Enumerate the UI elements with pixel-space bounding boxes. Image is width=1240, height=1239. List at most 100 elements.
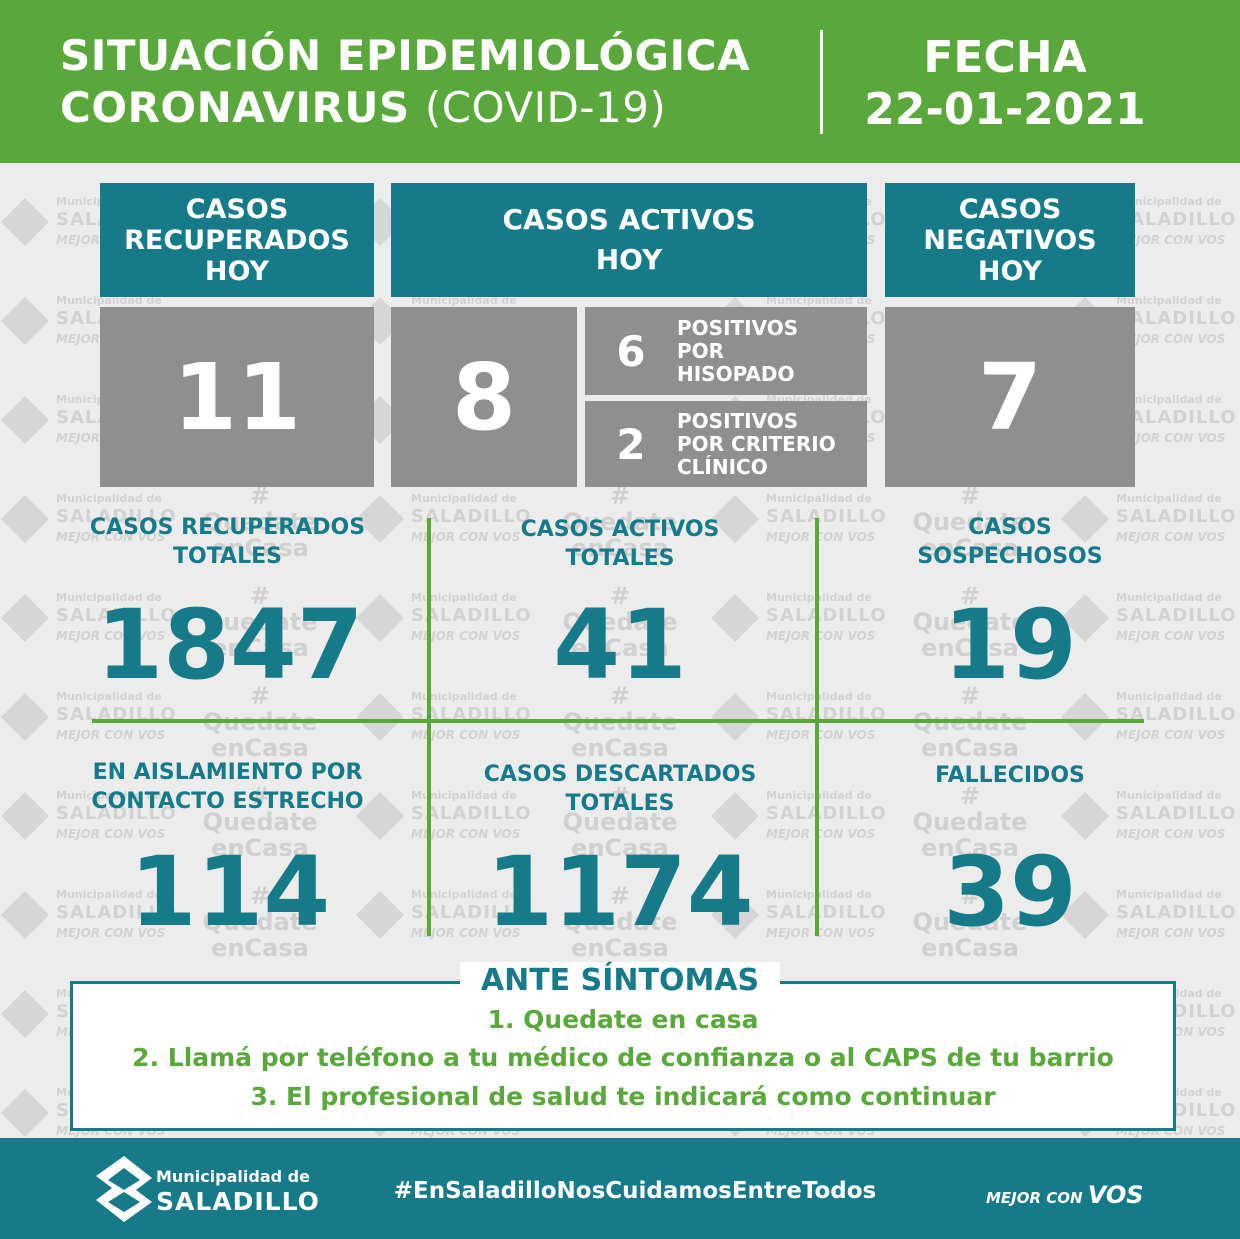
watermark-line-2: SALADILLO xyxy=(1116,704,1237,725)
active-today-label-2: HOY xyxy=(595,243,663,276)
discarded-total-label-1: CASOS DESCARTADOS xyxy=(483,762,757,787)
watermark-line-3: MEJOR CON VOS xyxy=(56,530,166,544)
watermark-line-2: SALADILLO xyxy=(766,605,887,626)
watermark-logo-icon xyxy=(0,494,50,544)
deceased-value: 39 xyxy=(943,836,1077,948)
watermark-line-3: MEJOR CON VOS xyxy=(766,827,876,841)
watermark-logo-icon xyxy=(0,296,50,346)
watermark-hashtag-tag3: enCasa xyxy=(571,734,669,762)
watermark-line-3: MEJOR CON VOS xyxy=(56,827,166,841)
watermark-line-1: Municipalidad de xyxy=(56,690,162,703)
isolation-label: EN AISLAMIENTO POR CONTACTO ESTRECHO xyxy=(70,758,385,816)
watermark-line-1: Municipalidad de xyxy=(56,789,162,802)
swab-positive-box: 6 POSITIVOS POR HISOPADO xyxy=(585,307,867,395)
watermark-line-1: Municipalidad de xyxy=(1116,294,1222,307)
watermark-hashtag-tag3: enCasa xyxy=(571,534,669,562)
watermark-hashtag-tag1: # xyxy=(959,482,981,510)
watermark-line-3: MEJOR CON VOS xyxy=(1116,629,1226,643)
grid-line-horizontal xyxy=(92,719,1144,723)
watermark-line-2: SALADILLO xyxy=(766,506,887,527)
watermark-hashtag-tag1: # xyxy=(609,582,631,610)
watermark-line-2: SALADILLO xyxy=(1116,407,1237,428)
watermark-hashtag-tag1: # xyxy=(959,682,981,710)
watermark-line-2: SALADILLO xyxy=(56,605,177,626)
footer-slogan-1: MEJOR CON xyxy=(986,1189,1083,1207)
active-total-label-2: TOTALES xyxy=(565,546,675,571)
negative-today-label-1: CASOS xyxy=(958,193,1062,225)
recovered-today-header: CASOS RECUPERADOS HOY xyxy=(100,183,374,297)
watermark-hashtag-tag2: Quedate xyxy=(202,608,318,636)
deceased-label-1: FALLECIDOS xyxy=(935,763,1085,788)
watermark-line-1: Municipalidad de xyxy=(1116,888,1222,901)
watermark-line-2: SALADILLO xyxy=(1116,308,1237,329)
watermark-line-3: MEJOR CON VOS xyxy=(411,728,521,742)
watermark-line-3: MEJOR CON VOS xyxy=(1116,332,1226,346)
watermark-line-1: Municipalidad de xyxy=(56,888,162,901)
symptoms-box xyxy=(70,981,1176,1131)
watermark-line-3: MEJOR CON VOS xyxy=(766,530,876,544)
title-line-1: SITUACIÓN EPIDEMIOLÓGICA xyxy=(60,31,750,80)
watermark-line-3: MEJOR CON VOS xyxy=(1116,530,1226,544)
recovered-total-label: CASOS RECUPERADOS TOTALES xyxy=(70,513,385,571)
watermark-hashtag-tag2: Quedate xyxy=(912,608,1028,636)
watermark-line-3: MEJOR CON VOS xyxy=(766,629,876,643)
watermark-line-2: SALADILLO xyxy=(766,902,887,923)
watermark-line-2: SALADILLO xyxy=(411,902,532,923)
watermark-line-2: SALADILLO xyxy=(411,803,532,824)
suspected-label: CASOS SOSPECHOSOS xyxy=(870,513,1150,571)
footer-slogan-2: VOS xyxy=(1087,1181,1144,1209)
discarded-total-label-2: TOTALES xyxy=(565,791,675,816)
watermark-line-2: SALADILLO xyxy=(1116,209,1237,230)
active-today-header: CASOS ACTIVOS HOY xyxy=(391,183,867,297)
watermark-line-3: MEJOR CON VOS xyxy=(1116,233,1226,247)
footer-slogan: MEJOR CON VOS xyxy=(986,1182,1144,1211)
deceased-label: FALLECIDOS xyxy=(870,761,1150,790)
clinical-label-2: POR CRITERIO xyxy=(677,431,836,456)
watermark-hashtag-tag3: enCasa xyxy=(211,934,309,962)
watermark-line-1: Municipalidad de xyxy=(411,591,517,604)
watermark-logo-icon xyxy=(1060,791,1110,841)
watermark-logo-icon xyxy=(0,791,50,841)
watermark-line-2: SALADILLO xyxy=(411,605,532,626)
watermark-line-3: MEJOR CON VOS xyxy=(411,530,521,544)
watermark-hashtag-tag2: Quedate xyxy=(562,808,678,836)
watermark-logo-icon xyxy=(0,197,50,247)
symptoms-step-3: 3. El profesional de salud te indicará c… xyxy=(250,1082,996,1111)
watermark-hashtag-tag1: # xyxy=(609,782,631,810)
watermark-line-3: MEJOR CON VOS xyxy=(411,926,521,940)
footer-hashtag: #EnSaladilloNosCuidamosEntreTodos xyxy=(393,1178,877,1204)
watermark-hashtag-tag1: # xyxy=(249,682,271,710)
watermark-line-1: Municipalidad de xyxy=(1116,591,1222,604)
watermark-logo-icon xyxy=(0,890,50,940)
watermark-line-1: Municipalidad de xyxy=(411,492,517,505)
active-total-value: 41 xyxy=(553,589,687,701)
title-coronavirus: CORONAVIRUS xyxy=(60,83,410,132)
watermark-hashtag-tag1: # xyxy=(959,882,981,910)
watermark-line-2: SALADILLO xyxy=(56,803,177,824)
watermark-logo-icon xyxy=(710,692,760,742)
recovered-today-label-3: HOY xyxy=(204,255,270,287)
watermark-hashtag-tag3: enCasa xyxy=(921,534,1019,562)
watermark-line-1: Municipalidad de xyxy=(411,294,517,307)
watermark-hashtag-tag1: # xyxy=(249,882,271,910)
watermark-hashtag-tag2: Quedate xyxy=(562,608,678,636)
watermark-line-2: SALADILLO xyxy=(766,803,887,824)
watermark-hashtag-tag2: Quedate xyxy=(562,908,678,936)
watermark-line-1: Municipalidad de xyxy=(411,690,517,703)
watermark-line-2: SALADILLO xyxy=(1116,803,1237,824)
clinical-positive-label: POSITIVOS POR CRITERIO CLÍNICO xyxy=(677,409,836,479)
